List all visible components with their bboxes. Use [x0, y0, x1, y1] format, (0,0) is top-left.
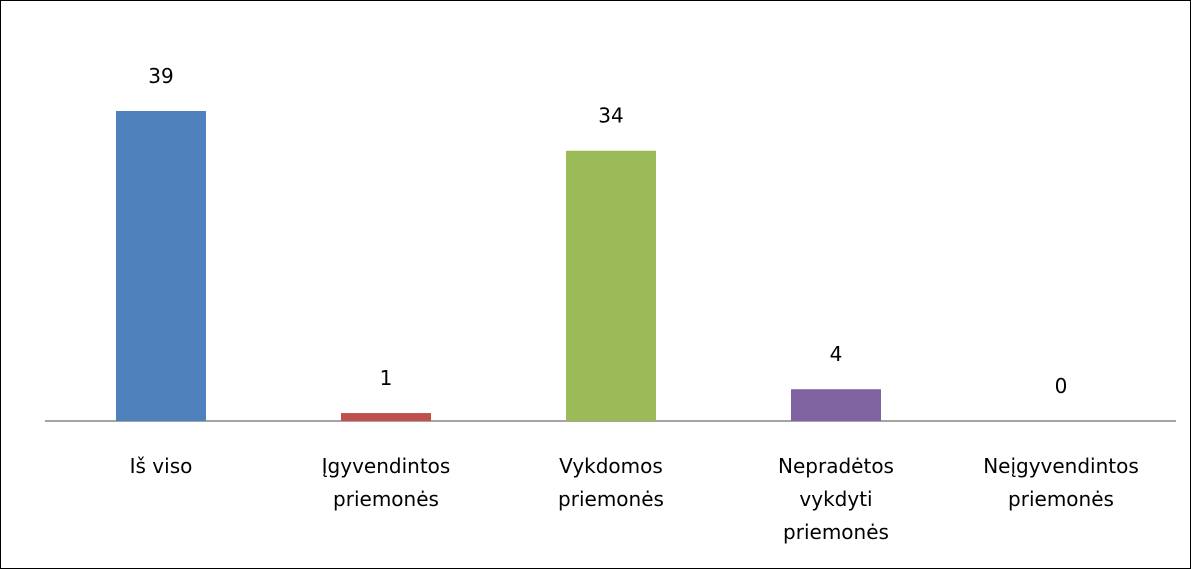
x-tick-label: Vykdomos priemonės	[558, 454, 664, 511]
x-tick-label: Nepradėtos vykdyti priemonės	[778, 454, 894, 544]
value-label: 1	[380, 366, 393, 390]
bar	[341, 413, 431, 421]
value-label: 39	[148, 64, 173, 88]
value-label: 4	[830, 342, 843, 366]
bar	[791, 389, 881, 421]
x-tick-label: Iš viso	[129, 454, 193, 478]
value-label: 34	[598, 104, 623, 128]
bar	[566, 150, 656, 421]
value-label: 0	[1055, 374, 1068, 398]
bar	[116, 111, 206, 421]
x-tick-label: Įgyvendintos priemonės	[321, 454, 451, 511]
x-tick-label: Neįgyvendintos priemonės	[983, 454, 1139, 511]
